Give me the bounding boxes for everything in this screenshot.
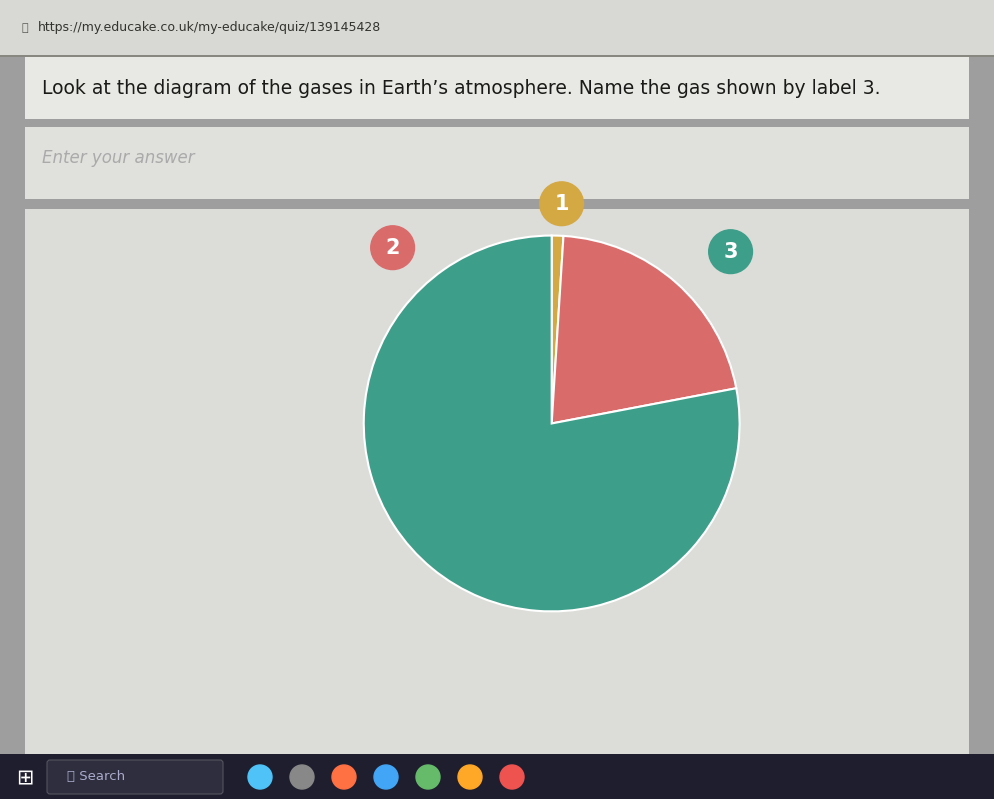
Text: Look at the diagram of the gases in Earth’s atmosphere. Name the gas shown by la: Look at the diagram of the gases in Eart…: [42, 78, 881, 97]
Bar: [25, 209, 969, 754]
Circle shape: [248, 765, 272, 789]
Bar: [25, 127, 969, 199]
Text: https://my.educake.co.uk/my-educake/quiz/139145428: https://my.educake.co.uk/my-educake/quiz…: [38, 22, 382, 34]
Circle shape: [500, 765, 524, 789]
Circle shape: [540, 182, 583, 225]
Circle shape: [332, 765, 356, 789]
Circle shape: [371, 226, 414, 269]
Circle shape: [458, 765, 482, 789]
Text: 1: 1: [555, 193, 569, 214]
FancyBboxPatch shape: [47, 760, 223, 794]
Bar: [0, 754, 994, 799]
Text: Enter your answer: Enter your answer: [42, 149, 195, 167]
Bar: [0, 55, 994, 57]
Bar: [25, 57, 969, 119]
Text: 🔒: 🔒: [22, 23, 29, 33]
Circle shape: [374, 765, 398, 789]
Text: 🔍 Search: 🔍 Search: [67, 770, 125, 784]
Bar: [0, 119, 994, 127]
Circle shape: [290, 765, 314, 789]
Text: 2: 2: [386, 237, 400, 258]
Wedge shape: [552, 236, 564, 423]
Bar: [0, 199, 994, 209]
Circle shape: [416, 765, 440, 789]
Bar: [0, 0, 994, 55]
Text: ⊞: ⊞: [16, 767, 34, 787]
Wedge shape: [364, 236, 740, 611]
Circle shape: [709, 230, 752, 273]
Text: 3: 3: [724, 241, 738, 262]
Wedge shape: [552, 236, 737, 423]
